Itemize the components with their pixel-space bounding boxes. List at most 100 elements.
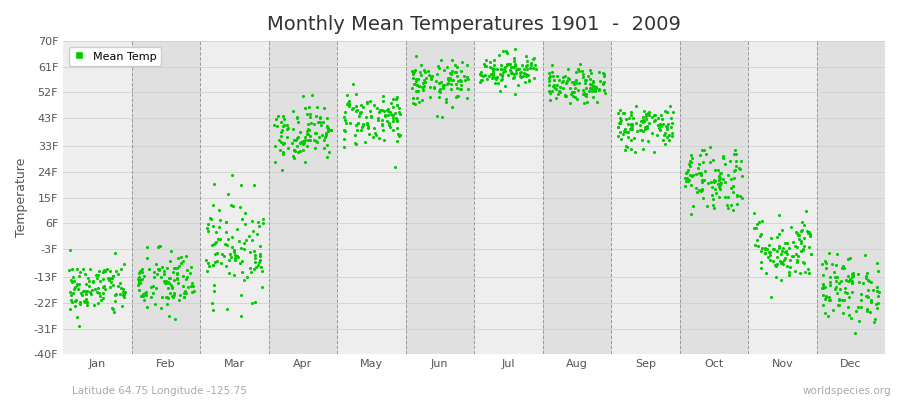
Point [268, 158, 283, 165]
Point [727, 167, 742, 174]
Point [411, 76, 426, 82]
Point [863, 297, 878, 304]
Point [508, 45, 522, 52]
Point [715, 180, 729, 186]
Point [654, 123, 669, 130]
Point [251, 262, 266, 268]
Point [308, 144, 322, 151]
Point [590, 98, 604, 105]
Point [140, 243, 154, 250]
Point [392, 104, 407, 111]
Point [450, 64, 464, 70]
Point [72, 272, 86, 279]
Point [160, 295, 175, 302]
Point [647, 118, 662, 124]
Point [406, 75, 420, 82]
Point [476, 60, 491, 67]
Point [201, 260, 215, 266]
Point [238, 210, 252, 216]
Point [773, 258, 788, 265]
Bar [131, 41, 200, 354]
Point [730, 192, 744, 198]
Point [580, 73, 595, 80]
Point [172, 297, 186, 303]
Point [211, 250, 225, 256]
Point [253, 253, 267, 259]
Point [648, 112, 662, 118]
Point [118, 288, 132, 295]
Point [340, 100, 355, 106]
Point [508, 91, 523, 98]
Point [406, 70, 420, 76]
Point [647, 116, 662, 123]
Point [629, 128, 643, 134]
Point [611, 124, 625, 130]
Point [769, 274, 783, 280]
Point [567, 88, 581, 95]
Bar [474, 41, 543, 354]
Point [526, 64, 541, 71]
Point [240, 274, 255, 281]
Point [652, 122, 666, 128]
Point [117, 291, 131, 297]
Point [558, 93, 572, 100]
Point [112, 291, 127, 297]
Point [824, 261, 839, 268]
Point [718, 179, 733, 186]
Point [653, 112, 668, 118]
Point [255, 284, 269, 290]
Point [703, 144, 717, 150]
Point [519, 62, 534, 68]
Point [79, 281, 94, 287]
Point [271, 113, 285, 119]
Point [636, 145, 651, 152]
Point [542, 78, 556, 84]
Point [98, 286, 112, 292]
Point [618, 146, 633, 153]
Point [320, 126, 335, 132]
Point [377, 137, 392, 144]
Point [522, 77, 536, 84]
Point [663, 114, 678, 121]
Point [625, 126, 639, 132]
Point [72, 280, 86, 287]
Y-axis label: Temperature: Temperature [15, 158, 28, 237]
Point [613, 120, 627, 126]
Point [158, 278, 172, 284]
Point [786, 253, 800, 260]
Point [206, 261, 220, 268]
Point [801, 230, 815, 236]
Point [224, 254, 238, 260]
Point [728, 167, 742, 173]
Point [84, 291, 98, 298]
Point [686, 172, 700, 178]
Point [342, 101, 356, 108]
Point [348, 108, 363, 114]
Point [78, 288, 93, 294]
Point [725, 207, 740, 213]
Point [277, 122, 292, 128]
Point [512, 72, 526, 79]
Point [689, 185, 704, 191]
Point [161, 285, 176, 292]
Point [411, 83, 426, 89]
Point [90, 274, 104, 281]
Point [696, 195, 710, 201]
Point [417, 77, 431, 83]
Point [732, 165, 746, 171]
Point [354, 102, 368, 108]
Point [572, 61, 587, 68]
Point [225, 172, 239, 178]
Point [495, 72, 509, 78]
Point [815, 282, 830, 289]
Point [423, 94, 437, 100]
Point [780, 240, 795, 246]
Point [485, 72, 500, 78]
Point [144, 284, 158, 290]
Point [824, 297, 838, 304]
Point [473, 72, 488, 79]
Point [320, 124, 335, 131]
Point [549, 72, 563, 79]
Point [219, 219, 233, 225]
Point [660, 134, 674, 140]
